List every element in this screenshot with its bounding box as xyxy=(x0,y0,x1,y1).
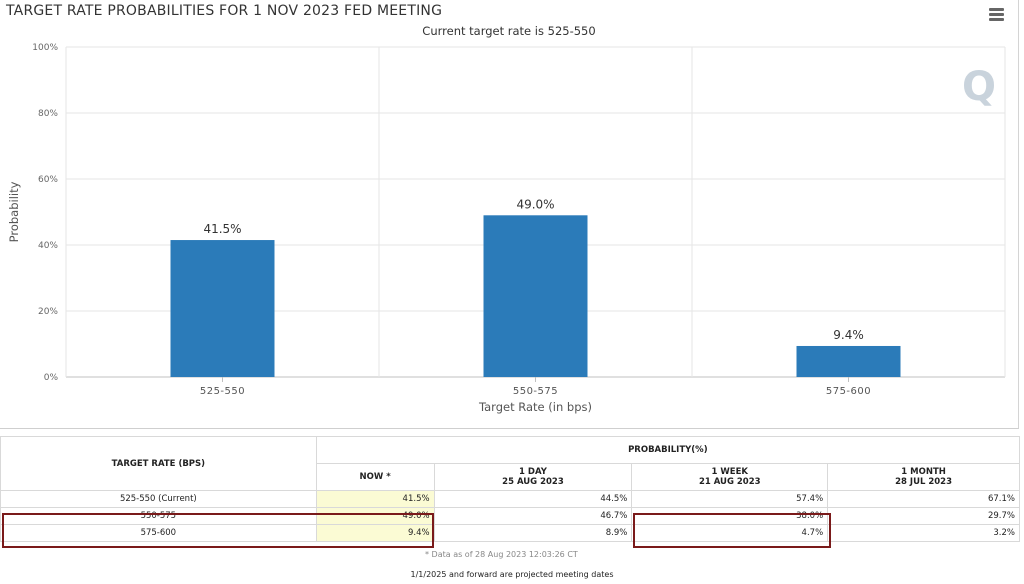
probability-cell: 38.0% xyxy=(631,507,829,525)
probability-cell: 9.4% xyxy=(315,524,435,542)
col-header-1: 1 DAY 25 AUG 2023 xyxy=(433,463,633,491)
probability-cell: 3.2% xyxy=(827,524,1020,542)
data-label: 49.0% xyxy=(516,197,554,211)
col-header-date: 28 JUL 2023 xyxy=(895,477,953,487)
col-header-3: 1 MONTH 28 JUL 2023 xyxy=(827,463,1020,491)
table-row: 575-600 9.4% 8.9% 4.7% 3.2% xyxy=(0,524,1020,542)
col-header-label: 1 WEEK xyxy=(711,467,748,477)
footer-note: 1/1/2025 and forward are projected meeti… xyxy=(410,570,614,579)
col-header-label: 1 MONTH xyxy=(901,467,946,477)
bar-chart: 0% 20% 40% 60% 80% 100% 41.5% 525-550 49.0% 550-5… xyxy=(7,43,1006,414)
table-row: 525-550 (Current) 41.5% 44.5% 57.4% 67.1% xyxy=(0,490,1020,508)
hamburger-menu-icon[interactable] xyxy=(989,8,1005,22)
probability-cell: 29.7% xyxy=(827,507,1020,525)
probability-cell: 57.4% xyxy=(631,490,829,508)
chart-panel: TARGET RATE PROBABILITIES FOR 1 NOV 2023… xyxy=(0,0,1019,429)
probability-cell: 67.1% xyxy=(827,490,1020,508)
probability-cell: 49.0% xyxy=(315,507,435,525)
chart-subtitle: Current target rate is 525-550 xyxy=(422,24,596,38)
y-tick-label: 80% xyxy=(38,109,58,119)
probability-cell: 46.7% xyxy=(433,507,633,525)
bar-575-600 xyxy=(796,345,901,377)
col-header-label: NOW * xyxy=(359,472,391,482)
x-tick-label: 575-600 xyxy=(826,386,871,397)
rate-cell: 550-575 xyxy=(0,507,317,525)
col-header-date: 25 AUG 2023 xyxy=(502,477,564,487)
col-header-label: 1 DAY xyxy=(519,467,547,477)
watermark-logo: Q xyxy=(962,64,997,110)
rate-cell: 575-600 xyxy=(0,524,317,542)
x-tick-label: 525-550 xyxy=(200,386,245,397)
col-header-date: 21 AUG 2023 xyxy=(698,477,761,487)
probability-cell: 41.5% xyxy=(315,490,435,508)
y-tick-label: 100% xyxy=(32,43,58,53)
rate-header: TARGET RATE (BPS) xyxy=(0,436,317,491)
probability-cell: 4.7% xyxy=(631,524,829,542)
probability-table: TARGET RATE (BPS) PROBABILITY(%) NOW * 1 … xyxy=(0,436,1021,542)
y-tick-label: 60% xyxy=(38,175,58,185)
data-label: 41.5% xyxy=(203,222,241,236)
x-tick-label: 550-575 xyxy=(513,386,558,397)
y-axis-label: Probability xyxy=(7,181,21,242)
chart-title: TARGET RATE PROBABILITIES FOR 1 NOV 2023… xyxy=(6,3,443,19)
bar-525-550 xyxy=(170,240,275,377)
probability-cell: 44.5% xyxy=(433,490,633,508)
table-row: 550-575 49.0% 46.7% 38.0% 29.7% xyxy=(0,507,1020,525)
x-axis-label: Target Rate (in bps) xyxy=(478,400,592,414)
rate-cell: 525-550 (Current) xyxy=(0,490,317,508)
y-tick-label: 40% xyxy=(38,241,58,251)
data-label: 9.4% xyxy=(833,328,864,342)
probability-cell: 8.9% xyxy=(433,524,633,542)
y-tick-label: 0% xyxy=(44,373,59,383)
col-header-2: 1 WEEK 21 AUG 2023 xyxy=(631,463,829,491)
y-tick-label: 20% xyxy=(38,307,58,317)
probability-header: PROBABILITY(%) xyxy=(315,436,1021,464)
data-timestamp-note: * Data as of 28 Aug 2023 12:03:26 CT xyxy=(425,550,578,559)
col-header-0: NOW * xyxy=(315,463,435,491)
bar-550-575 xyxy=(483,215,588,377)
